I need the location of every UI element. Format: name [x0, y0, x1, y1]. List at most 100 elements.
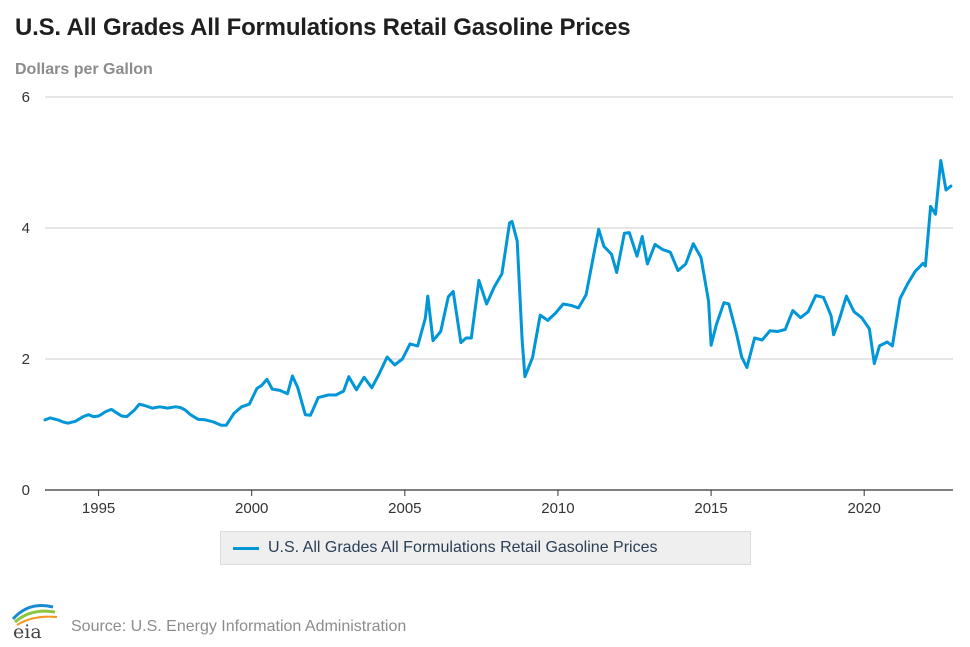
data-point[interactable] [675, 268, 681, 274]
data-point[interactable] [591, 251, 597, 257]
data-point[interactable] [47, 415, 53, 421]
data-point[interactable] [302, 412, 308, 418]
data-point[interactable] [361, 374, 367, 380]
data-point[interactable] [231, 410, 237, 416]
data-point[interactable] [353, 387, 359, 393]
data-point[interactable] [458, 340, 464, 346]
data-point[interactable] [124, 414, 130, 420]
data-point[interactable] [933, 211, 939, 217]
data-point[interactable] [553, 310, 559, 316]
data-point[interactable] [601, 243, 607, 249]
data-point[interactable] [609, 251, 615, 257]
data-point[interactable] [596, 226, 602, 232]
data-point[interactable] [726, 301, 732, 307]
data-point[interactable] [80, 414, 86, 420]
data-point[interactable] [392, 362, 398, 368]
data-point[interactable] [519, 336, 525, 342]
data-point[interactable] [376, 370, 382, 376]
data-point[interactable] [667, 249, 673, 255]
data-point[interactable] [614, 270, 620, 276]
data-point[interactable] [425, 293, 431, 299]
data-point[interactable] [277, 387, 283, 393]
series-line-gasoline-price[interactable] [43, 159, 953, 427]
data-point[interactable] [813, 293, 819, 299]
data-point[interactable] [639, 234, 645, 240]
data-point[interactable] [438, 329, 444, 335]
data-point[interactable] [626, 230, 632, 236]
data-point[interactable] [871, 361, 877, 367]
data-point[interactable] [859, 315, 865, 321]
data-point[interactable] [90, 414, 96, 420]
data-point[interactable] [346, 374, 352, 380]
legend[interactable]: U.S. All Grades All Formulations Retail … [220, 531, 751, 565]
data-point[interactable] [468, 335, 474, 341]
data-point[interactable] [430, 338, 436, 344]
data-point[interactable] [246, 401, 252, 407]
data-point[interactable] [42, 417, 48, 423]
data-point[interactable] [576, 305, 582, 311]
data-point[interactable] [218, 422, 224, 428]
data-point[interactable] [683, 261, 689, 267]
data-point[interactable] [223, 422, 229, 428]
data-point[interactable] [499, 271, 505, 277]
data-point[interactable] [831, 332, 837, 338]
data-point[interactable] [65, 420, 71, 426]
data-point[interactable] [210, 419, 216, 425]
data-point[interactable] [157, 404, 163, 410]
data-point[interactable] [739, 354, 745, 360]
data-point[interactable] [660, 247, 666, 253]
data-point[interactable] [60, 419, 66, 425]
data-point[interactable] [568, 302, 574, 308]
data-point[interactable] [491, 284, 497, 290]
data-point[interactable] [713, 322, 719, 328]
data-point[interactable] [239, 404, 245, 410]
data-point[interactable] [545, 317, 551, 323]
data-point[interactable] [182, 407, 188, 413]
data-point[interactable] [897, 296, 903, 302]
data-point[interactable] [476, 277, 482, 283]
data-point[interactable] [752, 335, 758, 341]
data-point[interactable] [131, 407, 137, 413]
data-point[interactable] [254, 386, 260, 392]
data-point[interactable] [259, 382, 265, 388]
data-point[interactable] [320, 393, 326, 399]
data-point[interactable] [767, 328, 773, 334]
data-point[interactable] [113, 410, 119, 416]
data-point[interactable] [744, 365, 750, 371]
data-point[interactable] [706, 298, 712, 304]
data-point[interactable] [644, 261, 650, 267]
data-point[interactable] [775, 329, 781, 335]
data-point[interactable] [889, 343, 895, 349]
data-point[interactable] [463, 335, 469, 341]
data-point[interactable] [530, 355, 536, 361]
data-point[interactable] [708, 342, 714, 348]
data-point[interactable] [264, 376, 270, 382]
data-point[interactable] [484, 301, 490, 307]
data-point[interactable] [308, 412, 314, 418]
data-point[interactable] [119, 413, 125, 419]
data-point[interactable] [450, 289, 456, 295]
data-point[interactable] [866, 326, 872, 332]
data-point[interactable] [341, 388, 347, 394]
data-point[interactable] [514, 238, 520, 244]
data-point[interactable] [912, 268, 918, 274]
data-point[interactable] [583, 292, 589, 298]
data-point[interactable] [884, 339, 890, 345]
data-point[interactable] [73, 418, 79, 424]
data-point[interactable] [843, 293, 849, 299]
data-point[interactable] [948, 183, 954, 189]
data-point[interactable] [295, 384, 301, 390]
data-point[interactable] [195, 416, 201, 422]
data-point[interactable] [269, 386, 275, 392]
data-point[interactable] [560, 301, 566, 307]
data-point[interactable] [142, 403, 148, 409]
data-point[interactable] [399, 356, 405, 362]
data-point[interactable] [928, 203, 934, 209]
data-point[interactable] [782, 327, 788, 333]
data-point[interactable] [289, 373, 295, 379]
data-point[interactable] [109, 406, 115, 412]
data-point[interactable] [821, 294, 827, 300]
data-point[interactable] [172, 404, 178, 410]
data-point[interactable] [836, 318, 842, 324]
data-point[interactable] [445, 294, 451, 300]
